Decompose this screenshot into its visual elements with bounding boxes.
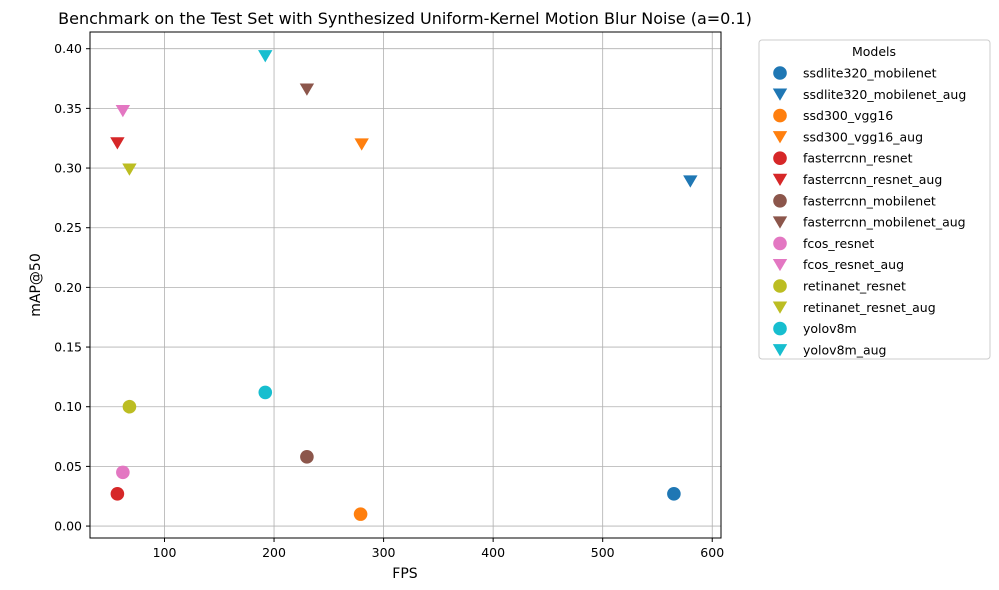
legend-marker [772, 173, 788, 186]
x-tick-label: 300 [372, 545, 396, 560]
data-points [110, 50, 698, 521]
data-point [258, 385, 273, 400]
y-tick-label: 0.00 [54, 519, 82, 534]
x-tick-label: 500 [591, 545, 615, 560]
data-point [258, 50, 273, 63]
data-point [354, 138, 369, 151]
data-point [110, 487, 125, 501]
x-tick-label: 400 [481, 545, 505, 560]
legend-marker [773, 194, 787, 208]
legend-label: ssd300_vgg16_aug [803, 129, 923, 144]
legend-marker [773, 321, 787, 336]
data-point [683, 175, 698, 188]
legend-marker [772, 216, 788, 229]
legend: Models ssdlite320_mobilenetssdlite320_mo… [758, 39, 991, 360]
y-tick-label: 0.25 [54, 220, 82, 235]
legend-label: ssd300_vgg16 [803, 108, 893, 123]
data-point [110, 137, 125, 150]
data-point [299, 83, 315, 96]
legend-items: ssdlite320_mobilenet ssdlite320_mobilenet… [772, 66, 966, 357]
legend-label: yolov8m_aug [803, 342, 886, 357]
x-tick-label: 100 [153, 545, 177, 560]
legend-label: fasterrcnn_resnet [803, 151, 913, 166]
x-tick-label: 200 [262, 545, 286, 560]
data-point [300, 450, 314, 464]
legend-label: fasterrcnn_mobilenet [803, 193, 936, 208]
legend-marker [772, 301, 788, 314]
data-point [122, 163, 137, 176]
y-axis-label: mAP@50 [28, 253, 44, 316]
legend-label: retinanet_resnet_aug [803, 300, 936, 315]
x-tick-label: 600 [700, 545, 724, 560]
legend-label: fasterrcnn_resnet_aug [803, 172, 942, 187]
legend-label: ssdlite320_mobilenet [803, 66, 937, 81]
legend-marker [772, 131, 788, 144]
x-axis-label: FPS [392, 566, 417, 582]
legend-marker [772, 344, 788, 357]
legend-marker [773, 151, 787, 165]
data-point [115, 105, 131, 118]
y-tick-label: 0.20 [54, 280, 82, 295]
y-tick-label: 0.15 [54, 340, 82, 355]
legend-marker [773, 279, 787, 293]
data-point [116, 465, 130, 480]
legend-label: fcos_resnet [803, 236, 874, 251]
legend-label: fasterrcnn_mobilenet_aug [803, 215, 966, 230]
chart-title: Benchmark on the Test Set with Synthesiz… [58, 9, 752, 28]
data-point [353, 507, 368, 521]
y-tick-label: 0.30 [54, 161, 82, 176]
legend-marker [773, 108, 787, 123]
data-point [122, 399, 137, 414]
legend-label: fcos_resnet_aug [803, 257, 904, 272]
legend-label: ssdlite320_mobilenet_aug [803, 87, 966, 102]
y-tick-label: 0.40 [54, 41, 82, 56]
plot-frame [89, 31, 722, 539]
grid [90, 32, 721, 538]
y-tick-label: 0.35 [54, 101, 82, 116]
data-point [667, 487, 681, 501]
y-tick-label: 0.05 [54, 459, 82, 474]
y-tick-label: 0.10 [54, 399, 82, 414]
legend-label: retinanet_resnet [803, 279, 906, 294]
legend-marker [773, 236, 787, 251]
legend-label: yolov8m [803, 321, 857, 336]
legend-frame [758, 39, 991, 360]
legend-title: Models [852, 44, 896, 59]
legend-marker [772, 88, 788, 101]
legend-marker [773, 66, 787, 80]
axis-ticks: 100 200 300 400 500 600 0.00 0.05 0.10 0.15 0.20 0.… [54, 41, 724, 560]
legend-marker [772, 258, 788, 272]
